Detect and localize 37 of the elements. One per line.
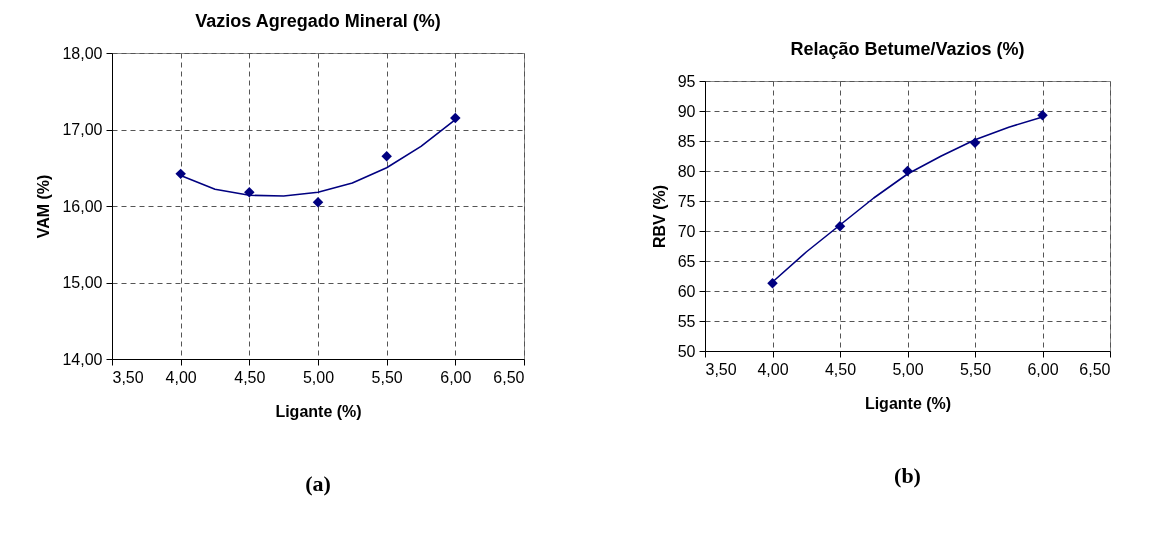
y-tick-label: 85 [677,132,696,150]
text: (b) [894,463,921,488]
y-tick-label: 90 [677,102,696,120]
y-tick-label: 70 [677,222,696,240]
chart-title: Vazios Agregado Mineral (%) [195,11,441,31]
y-tick-label: 15,00 [62,274,103,291]
x-tick-label: 6,50 [493,368,525,386]
x-tick-label: 6,00 [440,368,472,386]
y-tick-label: 55 [677,312,696,330]
y-tick-label: 95 [677,72,696,90]
x-tick-label: 5,50 [959,360,992,378]
x-axis-title: Ligante (%) [864,394,952,412]
chart-title: Relação Betume/Vazios (%) [790,39,1025,59]
x-axis-title: Ligante (%) [275,402,362,420]
y-tick-label: 50 [677,342,696,360]
y-axis-title: RBV (%) [650,184,668,249]
y-tick-label: 16,00 [62,197,103,215]
y-tick-label: 18,00 [62,44,103,62]
x-tick-label: 4,00 [165,368,197,386]
x-tick-label: 5,00 [302,368,335,386]
y-tick-label: 65 [677,252,696,270]
x-tick-label: 5,50 [371,368,403,386]
x-tick-label: 4,00 [757,360,789,378]
x-tick-label: 4,50 [824,360,857,378]
x-tick-label: 3,50 [705,360,737,378]
y-tick-label: 14,00 [62,350,103,368]
y-tick-label: 75 [677,192,696,210]
x-tick-label: 6,00 [1027,360,1059,378]
y-tick-label: 80 [677,162,696,180]
y-tick-label: 17,00 [62,121,103,138]
text: (a) [305,471,331,496]
x-tick-label: 6,50 [1079,360,1111,378]
x-tick-label: 3,50 [112,368,144,386]
x-tick-label: 4,50 [234,368,266,386]
x-tick-label: 5,00 [892,360,924,378]
y-axis-title: VAM (%) [35,174,53,239]
y-tick-label: 60 [677,282,696,300]
